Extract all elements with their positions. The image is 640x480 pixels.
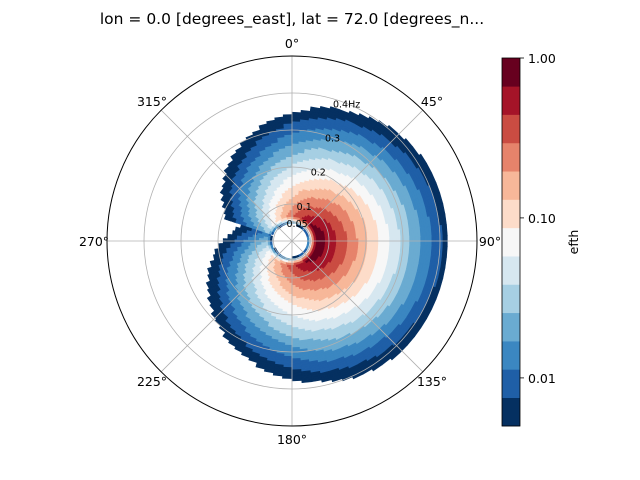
spectrum-cell bbox=[209, 260, 215, 268]
angle-tick-label: 315° bbox=[137, 94, 167, 109]
spectrum-cell bbox=[205, 281, 212, 290]
spectrum-cell bbox=[263, 368, 275, 374]
spectrum-cell bbox=[241, 352, 251, 359]
angle-tick-label: 225° bbox=[137, 374, 167, 389]
angle-tick-label: 0° bbox=[285, 36, 299, 51]
colorbar-segment bbox=[502, 142, 520, 172]
angle-tick-label: 45° bbox=[421, 94, 443, 109]
spectrum-cell bbox=[206, 288, 214, 297]
spectrum-cell bbox=[282, 114, 293, 118]
spectrum-cell bbox=[214, 248, 219, 255]
colorbar-segment bbox=[502, 227, 520, 257]
angular-grid-line bbox=[291, 109, 424, 242]
radial-tick-label: 0.1 bbox=[297, 202, 312, 213]
spectrum-cell bbox=[210, 311, 219, 320]
angle-tick-label: 90° bbox=[479, 234, 501, 249]
angle-tick-labels: 0° 45° 90° 135° 180° 225° 270° 315° bbox=[79, 36, 501, 447]
colorbar-segment bbox=[502, 86, 520, 115]
colorbar-segment bbox=[502, 114, 520, 144]
polar-outline bbox=[106, 55, 478, 427]
spectrum-cell bbox=[255, 364, 266, 370]
spectrum-cell bbox=[321, 377, 333, 383]
radial-tick-labels: 0.05 0.1 0.2 0.3 0.4Hz bbox=[287, 99, 361, 230]
radial-tick-label: 0.4Hz bbox=[333, 99, 360, 110]
colorbar-segment bbox=[502, 284, 520, 314]
spectrum-cell bbox=[282, 375, 293, 379]
angular-grid-line bbox=[160, 109, 293, 242]
colorbar-outline bbox=[501, 57, 521, 427]
colorbar-segment bbox=[502, 312, 520, 342]
spectrum-cell bbox=[301, 379, 313, 384]
colorbar-segment bbox=[502, 341, 520, 370]
spectrum-cell bbox=[300, 109, 311, 114]
radial-tick-label: 0.05 bbox=[287, 219, 308, 230]
angle-tick-label: 180° bbox=[277, 432, 307, 447]
colorbar-label: efth bbox=[566, 230, 581, 255]
angular-grid-line bbox=[160, 240, 293, 373]
colorbar-segment bbox=[502, 199, 520, 229]
spectrum-cell bbox=[222, 333, 232, 342]
spectrum-cell bbox=[248, 357, 259, 363]
radial-tick-label: 0.2 bbox=[311, 168, 326, 179]
colorbar: 0.01 0.10 1.00 bbox=[501, 51, 556, 427]
spectrum-cell bbox=[218, 243, 222, 250]
polar-grid bbox=[106, 55, 478, 427]
colorbar-segment bbox=[502, 369, 520, 398]
angle-tick-label: 135° bbox=[417, 374, 447, 389]
spectrum-cell bbox=[209, 303, 217, 312]
colorbar-tick-label: 0.10 bbox=[528, 211, 556, 226]
colorbar-tick-label: 1.00 bbox=[528, 51, 556, 66]
colorbar-segment bbox=[502, 171, 520, 200]
spectrum-cell bbox=[390, 350, 401, 361]
angle-tick-label: 270° bbox=[79, 234, 109, 249]
spectrum-cell bbox=[274, 116, 284, 121]
polar-plot-area bbox=[205, 106, 448, 384]
chart-title: lon = 0.0 [degrees_east], lat = 72.0 [de… bbox=[100, 10, 484, 29]
spectrum-cell bbox=[371, 362, 383, 372]
spectrum-cell bbox=[207, 273, 213, 282]
spectrum-cell bbox=[443, 245, 448, 258]
spectrum-cell bbox=[207, 267, 213, 275]
spectrum-cell bbox=[352, 371, 364, 380]
spectrum-cell bbox=[234, 346, 244, 353]
spectrum-cell bbox=[331, 376, 343, 383]
radial-tick-label: 0.3 bbox=[325, 133, 340, 144]
spectrum-cell bbox=[232, 230, 236, 236]
colorbar-tick-label: 0.01 bbox=[528, 371, 556, 386]
angular-grid-line bbox=[291, 240, 424, 373]
spectrum-cell bbox=[291, 111, 302, 116]
colorbar-segment bbox=[502, 397, 520, 427]
spectrum-cell bbox=[212, 254, 217, 261]
spectrum-cell bbox=[206, 296, 214, 305]
spectrum-cell bbox=[443, 224, 448, 237]
colorbar-segment bbox=[502, 58, 520, 87]
spectrum-cell bbox=[234, 226, 239, 232]
spectrum-cell bbox=[227, 233, 231, 240]
spectrum-cell bbox=[291, 377, 303, 382]
colorbar-segment bbox=[502, 256, 520, 285]
spectrum-cell bbox=[272, 372, 284, 377]
spectrum-cell bbox=[228, 340, 238, 348]
